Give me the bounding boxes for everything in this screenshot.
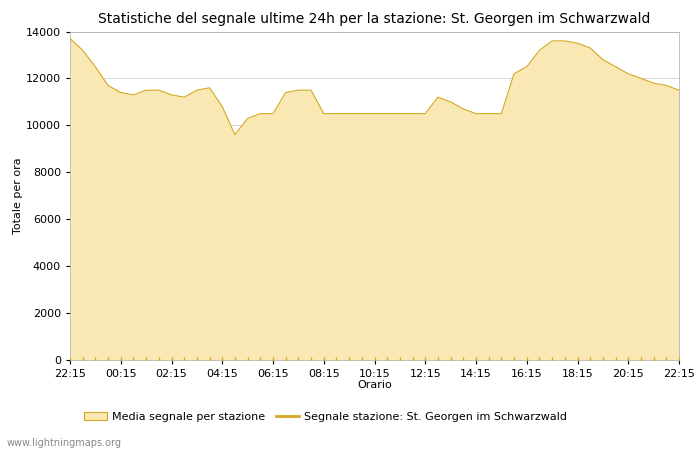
Text: www.lightningmaps.org: www.lightningmaps.org xyxy=(7,438,122,448)
Y-axis label: Totale per ora: Totale per ora xyxy=(13,158,23,234)
Title: Statistiche del segnale ultime 24h per la stazione: St. Georgen im Schwarzwald: Statistiche del segnale ultime 24h per l… xyxy=(98,12,651,26)
X-axis label: Orario: Orario xyxy=(357,380,392,391)
Legend: Media segnale per stazione, Segnale stazione: St. Georgen im Schwarzwald: Media segnale per stazione, Segnale staz… xyxy=(80,408,572,427)
